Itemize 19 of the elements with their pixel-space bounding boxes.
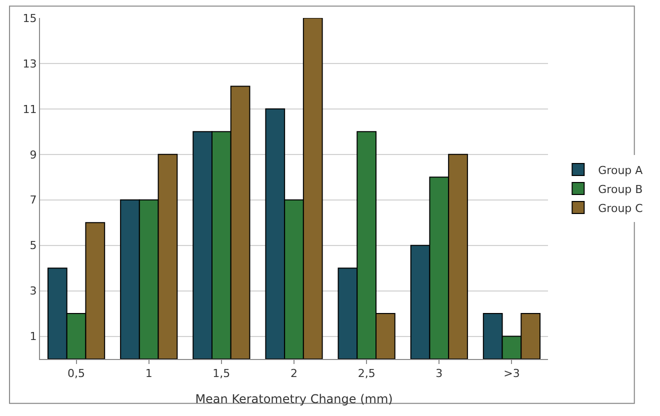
x-tick-label: 2,5 bbox=[358, 367, 376, 380]
x-tick-label: 1 bbox=[145, 367, 152, 380]
x-tick-label: 1,5 bbox=[212, 367, 230, 380]
y-tick-label: 5 bbox=[30, 239, 37, 252]
x-axis-title: Mean Keratometry Change (mm) bbox=[195, 392, 393, 406]
x-tick-label: 3 bbox=[436, 367, 443, 380]
legend-label: Group C bbox=[598, 202, 644, 215]
y-tick-label: 1 bbox=[30, 330, 37, 344]
y-tick-label: 9 bbox=[30, 148, 37, 162]
y-tick-label: 15 bbox=[22, 12, 37, 25]
x-tick-label: 2 bbox=[290, 367, 298, 380]
y-tick-label: 11 bbox=[22, 102, 37, 116]
y-tick-label: 13 bbox=[22, 57, 37, 70]
y-tick-label: 7 bbox=[30, 194, 37, 207]
legend-label: Group B bbox=[598, 182, 643, 196]
x-tick-label: >3 bbox=[504, 367, 520, 380]
x-tick-label: 0,5 bbox=[68, 367, 86, 380]
legend-label: Group A bbox=[598, 164, 644, 177]
y-tick-label: 3 bbox=[30, 284, 37, 298]
